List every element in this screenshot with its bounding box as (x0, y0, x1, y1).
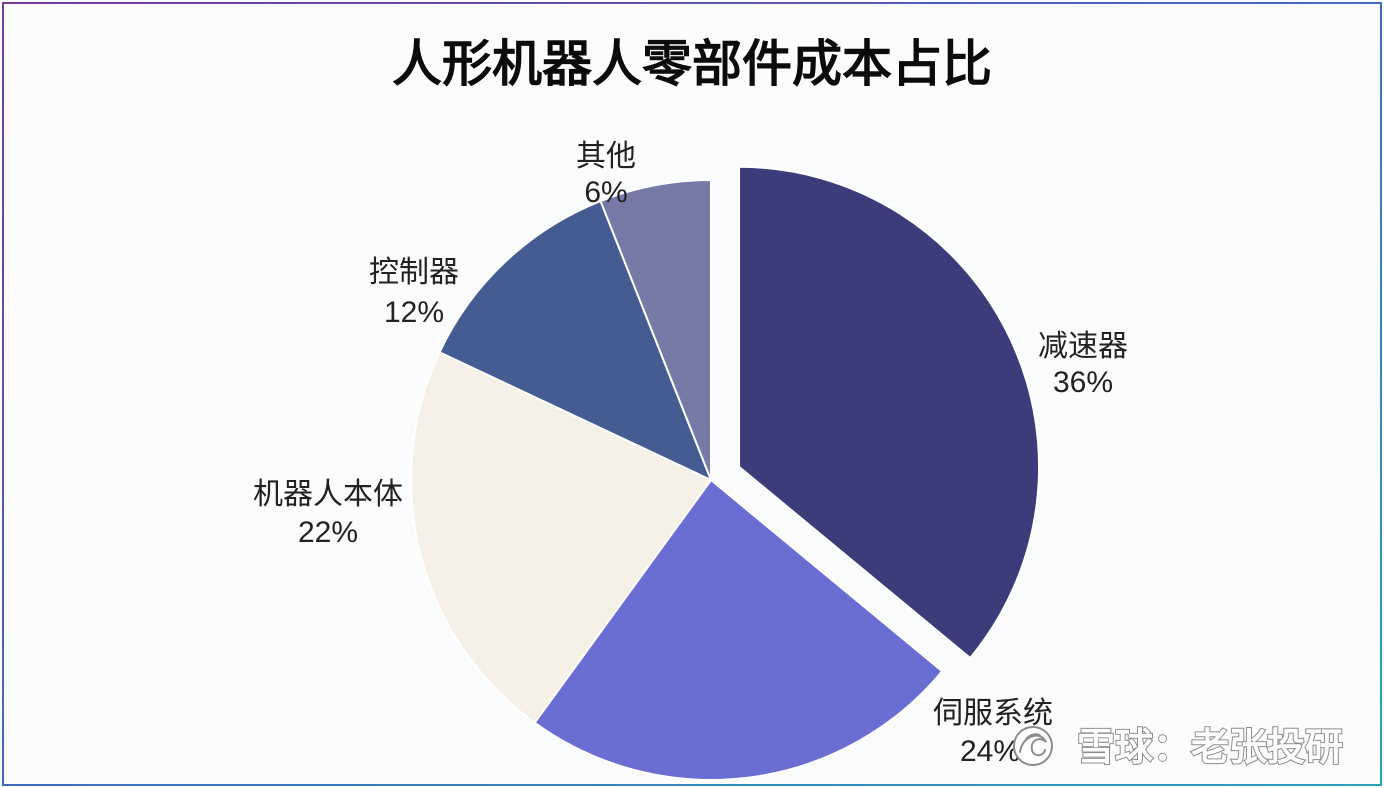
label-reducer-name: 减速器 (1038, 330, 1128, 363)
watermark-text: 雪球：老张投研 (1077, 727, 1343, 769)
label-servo-system-value: 24% (960, 735, 1020, 768)
data-labels: 减速器 36% 伺服系统 24% 机器人本体 22% 控制器 12% 其他 6% (253, 140, 1128, 768)
pie-slices (410, 165, 1041, 781)
label-controller-name: 控制器 (369, 256, 459, 289)
chart-title: 人形机器人零部件成本占比 (392, 36, 992, 92)
label-controller-value: 12% (384, 296, 444, 329)
label-other-name: 其他 (576, 140, 636, 173)
slice-reducer (738, 165, 1041, 660)
slice-servo-system (533, 479, 944, 781)
slice-controller (438, 200, 712, 481)
slice-other (599, 179, 712, 481)
label-robot-body-name: 机器人本体 (253, 478, 403, 511)
label-reducer-value: 36% (1053, 366, 1113, 399)
snowball-logo-icon (1013, 726, 1053, 766)
watermark: 雪球：老张投研 (1013, 726, 1344, 770)
label-robot-body-value: 22% (298, 516, 358, 549)
label-other-value: 6% (584, 176, 627, 209)
label-servo-system-name: 伺服系统 (933, 697, 1053, 730)
